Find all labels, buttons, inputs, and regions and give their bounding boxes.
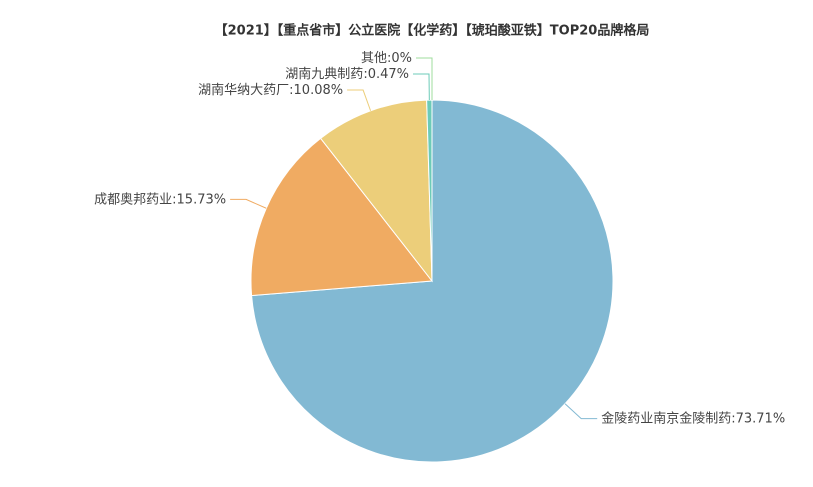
leader-line: [347, 89, 372, 111]
pie-slice: [250, 137, 433, 297]
chart-title: 【2021】【重点省市】公立医院【化学药】【琥珀酸亚铁】TOP20品牌格局: [215, 23, 650, 39]
leader-line: [413, 73, 430, 101]
slice-value: :15.73%: [172, 192, 226, 207]
slice-label: 金陵药业南京金陵制药:73.71%: [601, 410, 785, 426]
slice-label: 湖南九典制药:0.47%: [285, 66, 409, 82]
slice-name: 湖南九典制药: [285, 66, 363, 82]
slice-value: :0%: [387, 51, 412, 66]
slice-value: :10.08%: [289, 83, 343, 98]
slice-name: 成都奥邦药业: [94, 192, 172, 207]
slice-name: 金陵药业南京金陵制药: [601, 410, 731, 426]
leader-line: [564, 403, 598, 420]
leader-line: [416, 57, 433, 100]
slice-value: :0.47%: [363, 67, 409, 82]
slice-label: 成都奥邦药业:15.73%: [94, 192, 226, 207]
slice-value: :73.71%: [731, 411, 785, 426]
leader-line: [230, 198, 267, 209]
slice-name: 其他: [361, 51, 387, 66]
slice-label: 湖南华纳大药厂:10.08%: [198, 82, 343, 98]
slice-label: 其他:0%: [361, 51, 412, 66]
slice-name: 湖南华纳大药厂: [198, 82, 289, 98]
pie-slice: [319, 99, 433, 283]
